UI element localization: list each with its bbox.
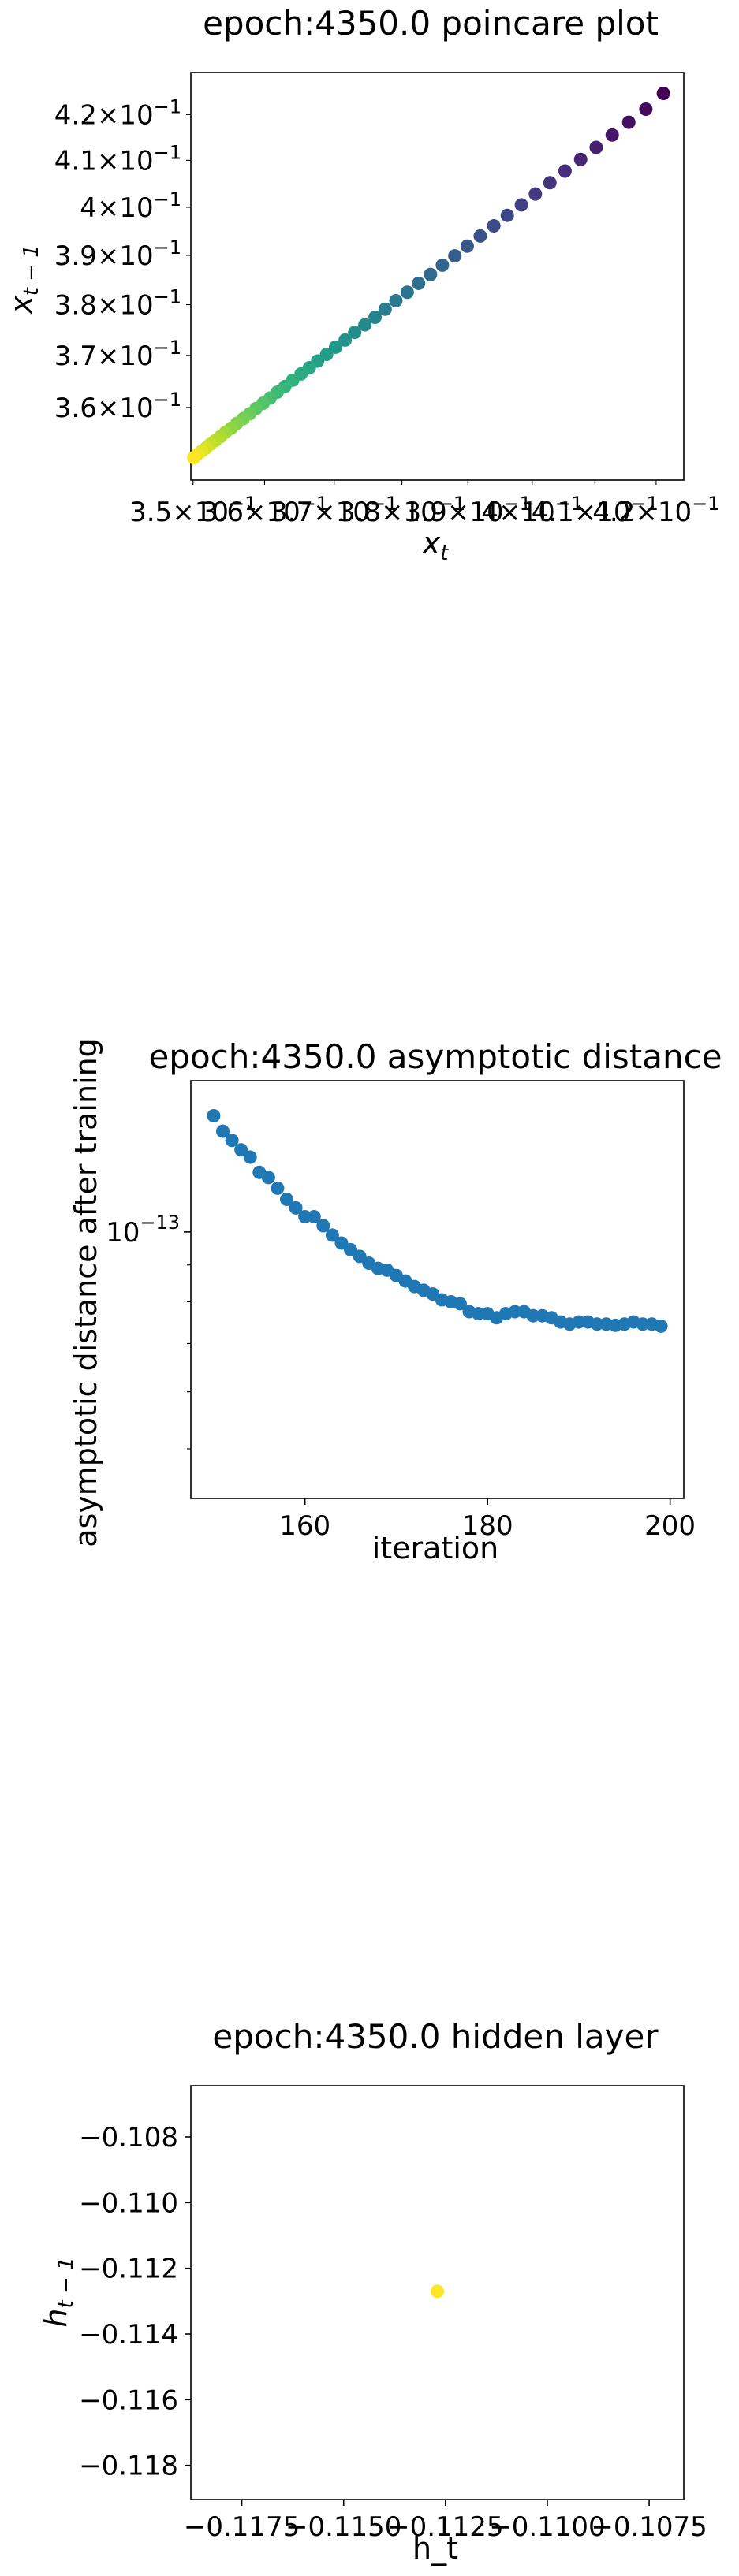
data-point [289,1201,303,1215]
data-point [460,239,474,253]
x-tick-label: 180 [462,1510,513,1542]
data-point [654,1319,668,1333]
data-point [307,1210,321,1224]
x-tick-label: 4.1×10−1 [532,493,659,528]
x-tick-label: 3.8×10−1 [338,493,465,528]
y-tick-label: 4.1×10−1 [54,141,181,177]
x-tick-label: 160 [279,1510,330,1542]
x-tick-label: 3.7×10−1 [271,493,397,528]
data-point [573,152,588,166]
y-tick-label: 3.8×10−1 [54,286,181,322]
y-tick-label: 3.7×10−1 [54,337,181,372]
data-point [412,276,426,290]
data-point [325,1228,339,1242]
plot-frame [190,72,685,481]
data-point [435,258,450,272]
x-axis-label: xt [422,526,450,565]
data-point [656,87,670,101]
data-point [207,1108,221,1122]
data-points [187,87,670,465]
data-point [316,1219,330,1233]
data-point [358,318,372,332]
y-tick-label: 3.6×10−1 [54,389,181,424]
plot-frame [190,2085,685,2500]
data-point [431,2284,444,2299]
x-axis-ticks: −0.1175−0.1150−0.1125−0.1100−0.1075 [184,2500,707,2543]
data-point [453,1297,467,1311]
x-tick-label: 3.6×10−1 [201,493,328,528]
data-point [368,310,383,324]
data-point [389,293,403,307]
data-point [338,333,353,347]
plot-frame [190,1080,685,1499]
data-point [348,326,362,340]
data-point [558,164,572,178]
x-axis-label: h_t [412,2531,458,2566]
y-axis-label: ht − 1 [39,2257,78,2327]
data-point [378,302,392,316]
data-points [207,1108,668,1333]
x-tick-label: 4×10−1 [481,493,583,528]
x-tick-label: 200 [644,1510,696,1542]
y-tick-label: −0.116 [79,2384,178,2416]
data-point [424,267,438,281]
poincare-plot-chart: epoch:4350.0 poincare plot 3.5×10−13.6×1… [4,4,720,565]
x-tick-label: 3.5×10−1 [129,493,256,528]
data-point [187,451,201,465]
data-point [280,1192,294,1206]
y-tick-label: −0.114 [79,2319,178,2351]
data-point [328,340,342,354]
y-tick-label: 3.9×10−1 [54,236,181,272]
data-point [216,1124,230,1138]
data-point [543,176,557,190]
x-tick-label: −0.1150 [286,2511,401,2543]
y-tick-label: −0.110 [79,2187,178,2219]
x-tick-label: 3.9×10−1 [405,493,532,528]
data-point [225,1134,239,1148]
data-point [261,1171,275,1185]
data-point [243,1150,257,1164]
data-point [621,115,636,129]
data-point [500,208,514,222]
chart-title: epoch:4350.0 poincare plot [203,4,659,43]
chart-title: epoch:4350.0 hidden layer [212,2017,659,2056]
y-axis-ticks: 3.6×10−1 3.7×10−1 3.8×10−1 3.9×10−1 4×10−1 4.… [54,95,191,424]
data-point [639,102,653,116]
x-axis-ticks: 3.5×10−13.6×10−13.7×10−13.8×10−13.9×10−1… [129,480,720,528]
y-axis-ticks: −0.108 −0.110 −0.112 −0.114 −0.116 −0.118 [79,2122,191,2482]
data-point [605,128,619,142]
data-point [234,1143,248,1157]
y-tick-label: 4×10−1 [80,188,181,224]
x-tick-label: 4.2×10−1 [592,493,719,528]
data-point [473,229,487,243]
y-axis-ticks: 10−13 [106,1212,191,1450]
y-tick-label: 4.2×10−1 [54,95,181,131]
y-tick-label: −0.108 [79,2122,178,2153]
y-tick-label: −0.112 [79,2254,178,2285]
y-axis-label: asymptotic distance after training [69,1038,103,1547]
data-point [271,1181,285,1195]
data-points [431,2284,444,2299]
data-point [448,249,462,263]
data-point [400,285,414,300]
asymptotic-distance-chart: epoch:4350.0 asymptotic distance 160 180 2… [69,1037,722,1565]
y-axis-label: xt − 1 [4,244,43,315]
data-point [487,219,501,233]
chart-title: epoch:4350.0 asymptotic distance [148,1037,722,1076]
data-point [353,1249,367,1264]
x-tick-label: −0.1075 [591,2511,707,2543]
x-tick-label: −0.1100 [489,2511,605,2543]
x-axis-ticks: 160 180 200 [279,1498,696,1542]
y-tick-label: −0.118 [79,2451,178,2482]
hidden-layer-chart: epoch:4350.0 hidden layer −0.1175−0.1150… [39,2017,707,2566]
x-axis-label: iteration [372,1531,499,1565]
x-tick-label: −0.1175 [184,2511,300,2543]
data-point [528,187,543,201]
data-point [589,140,603,154]
x-tick-label: −0.1125 [387,2511,503,2543]
data-point [514,198,528,212]
y-tick-label: 10−13 [106,1212,180,1249]
